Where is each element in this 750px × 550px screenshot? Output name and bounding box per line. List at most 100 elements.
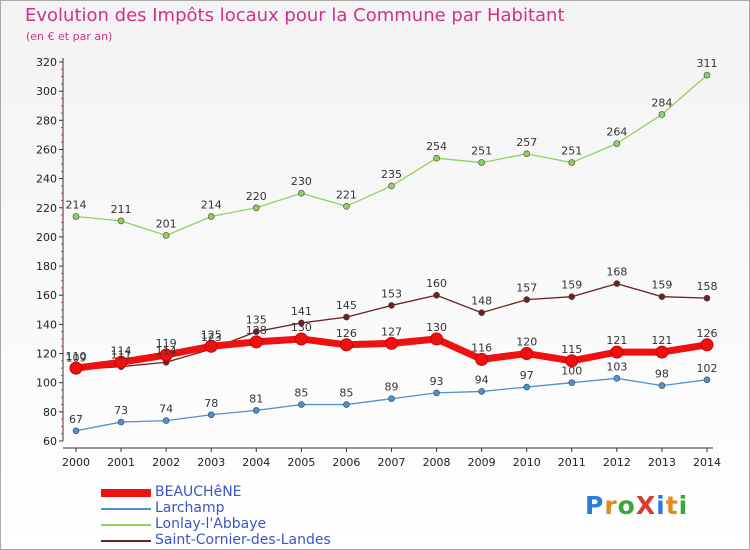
data-point (294, 332, 308, 346)
x-tick-label: 2013 (648, 456, 676, 469)
data-point (69, 361, 83, 375)
series-layer (69, 71, 714, 435)
data-point (388, 302, 395, 309)
x-tick-label: 2014 (693, 456, 721, 469)
legend-label: Larchamp (155, 500, 225, 516)
data-label: 251 (561, 145, 582, 158)
data-point (252, 328, 260, 335)
x-tick-label: 2010 (513, 456, 541, 469)
data-point (568, 293, 576, 300)
x-tick-label: 2003 (197, 456, 225, 469)
data-label: 103 (606, 360, 627, 373)
proxiti-logo: ProXiti (585, 491, 688, 520)
data-label: 89 (385, 381, 399, 394)
x-tick-label: 2002 (152, 456, 180, 469)
data-point (658, 111, 666, 118)
logo-letter: i (678, 491, 689, 520)
data-label: 128 (246, 324, 267, 337)
data-label: 135 (246, 314, 267, 327)
data-label: 116 (471, 341, 492, 354)
data-label: 102 (697, 362, 718, 375)
y-tick-label: 120 (36, 348, 57, 361)
data-point (117, 217, 125, 225)
data-label: 230 (291, 175, 312, 188)
data-point (207, 213, 215, 220)
data-label: 94 (475, 373, 489, 386)
y-tick-label: 160 (36, 289, 57, 302)
data-point (613, 375, 621, 382)
data-label: 220 (246, 190, 267, 203)
data-label: 85 (294, 387, 308, 400)
data-label: 159 (561, 279, 582, 292)
data-label: 67 (69, 413, 83, 426)
data-point (703, 294, 711, 302)
data-point (613, 280, 621, 287)
data-label: 126 (336, 327, 357, 340)
data-label: 159 (651, 279, 672, 292)
data-label: 125 (201, 328, 222, 341)
data-point (162, 232, 170, 239)
y-tick-label: 200 (36, 231, 57, 244)
data-point (162, 417, 170, 424)
y-tick-label: 100 (36, 377, 57, 390)
x-tick-label: 2012 (603, 456, 631, 469)
data-point (478, 159, 485, 166)
data-label: 211 (111, 203, 132, 216)
data-label: 74 (159, 403, 173, 416)
legend-swatch (101, 540, 151, 542)
legend-label: Saint-Cornier-des-Landes (155, 532, 331, 548)
y-tick-label: 300 (36, 85, 57, 98)
data-label: 235 (381, 168, 402, 181)
data-point (700, 338, 714, 352)
x-tick-label: 2007 (378, 456, 406, 469)
axes: 60 80 100 120 140 160 180 200 220 240 260 280 300 320… (36, 56, 721, 469)
data-label: 98 (655, 368, 669, 381)
data-label: 148 (471, 295, 492, 308)
data-point (655, 345, 669, 359)
data-point (298, 401, 305, 408)
legend-swatch (101, 489, 151, 497)
data-label: 214 (201, 199, 222, 212)
data-point (433, 291, 440, 299)
data-point (430, 332, 444, 346)
data-point (388, 182, 395, 190)
data-point (388, 395, 395, 403)
data-label: 114 (111, 344, 132, 357)
data-point (249, 335, 263, 349)
y-tick-label: 280 (36, 114, 57, 127)
x-tick-label: 2004 (242, 456, 270, 469)
data-label: 123 (201, 331, 222, 344)
data-label: 254 (426, 140, 447, 153)
data-point (523, 150, 531, 158)
data-label: 114 (156, 344, 177, 357)
data-point (658, 382, 666, 389)
data-point (343, 401, 350, 408)
data-label: 153 (381, 287, 402, 300)
logo-letter: r (604, 491, 618, 520)
data-label: 85 (339, 387, 353, 400)
data-point (568, 159, 576, 166)
data-label: 73 (114, 404, 128, 417)
legend-label: Lonlay-l'Abbaye (155, 516, 267, 532)
data-label: 264 (606, 126, 627, 139)
data-label: 158 (697, 280, 718, 293)
data-label: 81 (249, 392, 263, 405)
x-tick-label: 2005 (287, 456, 315, 469)
x-tick-label: 2008 (423, 456, 451, 469)
data-point (475, 352, 489, 366)
logo-letter: P (585, 491, 605, 520)
data-label: 100 (561, 365, 582, 378)
y-tick-label: 260 (36, 143, 57, 156)
data-point (478, 388, 485, 395)
data-point (565, 354, 579, 368)
data-point (298, 319, 305, 327)
data-label: 251 (471, 145, 492, 158)
data-label: 168 (606, 266, 627, 279)
data-point (343, 203, 350, 210)
logo-letter: X (635, 491, 657, 520)
data-point (72, 213, 80, 220)
data-label: 93 (430, 375, 444, 388)
data-point (252, 407, 260, 414)
data-point (252, 204, 260, 212)
data-label: 145 (336, 299, 357, 312)
